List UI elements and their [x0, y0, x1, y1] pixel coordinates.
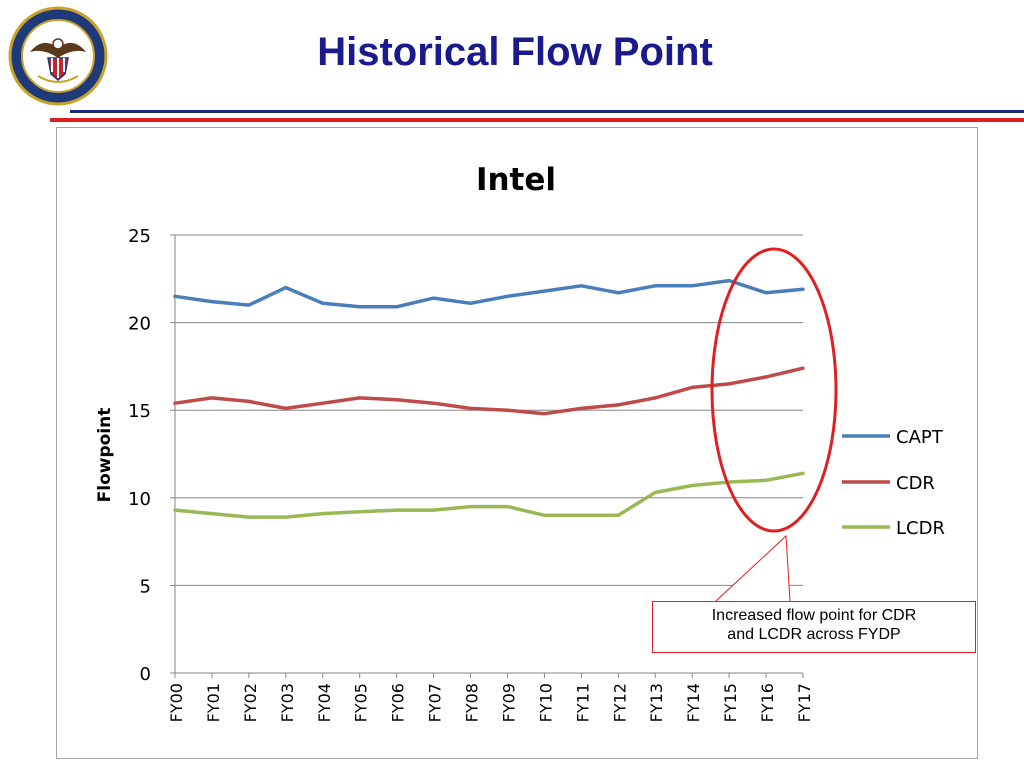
x-tick-label: FY17 [795, 683, 814, 722]
x-tick-label: FY12 [610, 683, 629, 722]
x-tick-label: FY09 [499, 683, 518, 722]
data-point-cdr [690, 386, 694, 389]
data-point-cdr [469, 407, 472, 410]
data-point-lcdr [358, 510, 361, 514]
x-tick-label: FY04 [315, 683, 334, 722]
data-point-lcdr [690, 484, 694, 487]
data-point-capt [654, 284, 657, 288]
data-point-lcdr [173, 508, 177, 512]
callout-pointer [715, 534, 791, 602]
legend-label-cdr: CDR [896, 473, 935, 494]
series-line-capt [173, 278, 805, 309]
data-point-lcdr [580, 514, 583, 517]
data-point-lcdr [395, 508, 398, 512]
data-point-capt [801, 288, 805, 291]
data-point-cdr [395, 398, 398, 401]
data-point-lcdr [654, 491, 657, 494]
y-axis-label: Flowpoint [95, 408, 115, 503]
data-point-cdr [654, 396, 657, 400]
data-point-cdr [727, 382, 731, 386]
data-point-lcdr [432, 508, 435, 512]
data-point-capt [432, 296, 435, 300]
data-point-capt [469, 302, 472, 305]
legend-label-lcdr: LCDR [896, 518, 945, 539]
axis-layer: 0 5 10 15 20 25 FY00 FY01 FY02 FY03 FY04 FY05 FY06 FY… [128, 226, 814, 722]
legend-label-capt: CAPT [896, 427, 944, 448]
x-tick-label: FY08 [463, 683, 482, 722]
y-tick-label: 0 [140, 664, 151, 685]
header-rule-red [50, 118, 1024, 122]
data-point-lcdr [543, 514, 546, 517]
data-point-cdr [617, 403, 620, 407]
data-point-cdr [284, 407, 288, 410]
data-point-lcdr [284, 515, 288, 519]
data-point-capt [543, 289, 546, 293]
data-point-cdr [210, 396, 214, 400]
data-point-cdr [358, 396, 361, 400]
legend-layer: CAPT CDR LCDR [842, 427, 945, 539]
data-point-lcdr [469, 505, 472, 508]
x-tick-label: FY14 [684, 683, 703, 722]
x-tick-label: FY15 [721, 683, 740, 722]
data-point-capt [284, 286, 288, 289]
callout-line-1: Increased flow point for CDR [711, 607, 917, 624]
series-layer [173, 278, 805, 519]
navy-seal-logo [8, 6, 108, 106]
data-point-cdr [801, 366, 805, 370]
data-point-cdr [543, 412, 546, 415]
data-point-capt [617, 291, 620, 295]
y-tick-label: 20 [128, 314, 151, 335]
data-point-cdr [432, 401, 435, 405]
x-tick-label: FY00 [167, 683, 186, 722]
series-line-cdr [173, 366, 805, 416]
x-tick-label: FY11 [573, 683, 592, 722]
chart-frame [56, 127, 978, 759]
data-point-cdr [764, 375, 768, 379]
x-tick-label: FY03 [278, 683, 297, 722]
callout-box: Increased flow point for CDR and LCDR ac… [652, 601, 976, 653]
data-point-capt [506, 295, 509, 298]
data-point-capt [358, 305, 361, 309]
y-tick-label: 5 [140, 576, 151, 597]
data-point-lcdr [321, 512, 324, 515]
data-point-capt [210, 300, 214, 303]
data-point-capt [173, 295, 177, 298]
data-point-capt [727, 279, 731, 282]
x-tick-label: FY13 [647, 683, 666, 722]
y-tick-label: 10 [128, 489, 151, 510]
x-tick-label: FY07 [426, 683, 445, 722]
series-line-lcdr [173, 471, 805, 519]
data-point-capt [247, 303, 251, 307]
data-point-capt [321, 302, 324, 305]
callout-line-2: and LCDR across FYDP [727, 626, 901, 643]
highlight-ellipse [710, 247, 838, 533]
data-point-cdr [506, 409, 509, 412]
chart-title: Intel [476, 162, 556, 198]
data-point-cdr [247, 400, 251, 403]
data-point-capt [395, 305, 398, 309]
data-point-lcdr [764, 479, 768, 482]
data-point-lcdr [247, 515, 251, 519]
header-rule-blue [70, 110, 1024, 113]
data-point-capt [764, 291, 768, 295]
x-tick-label: FY06 [389, 683, 408, 722]
page-title: Historical Flow Point [317, 30, 713, 74]
data-point-lcdr [801, 472, 805, 475]
data-point-cdr [321, 401, 324, 405]
data-point-capt [580, 284, 583, 288]
data-point-capt [690, 284, 694, 288]
x-tick-label: FY01 [204, 683, 223, 722]
data-point-lcdr [210, 512, 214, 515]
data-point-cdr [173, 401, 177, 405]
x-tick-label: FY02 [241, 683, 260, 722]
data-point-lcdr [506, 505, 509, 508]
x-tick-label: FY05 [352, 683, 371, 722]
x-tick-label: FY16 [758, 683, 777, 722]
y-tick-label: 25 [128, 226, 151, 247]
data-point-lcdr [617, 514, 620, 517]
y-tick-label: 15 [128, 401, 151, 422]
x-tick-label: FY10 [536, 683, 555, 722]
data-point-cdr [580, 407, 583, 410]
